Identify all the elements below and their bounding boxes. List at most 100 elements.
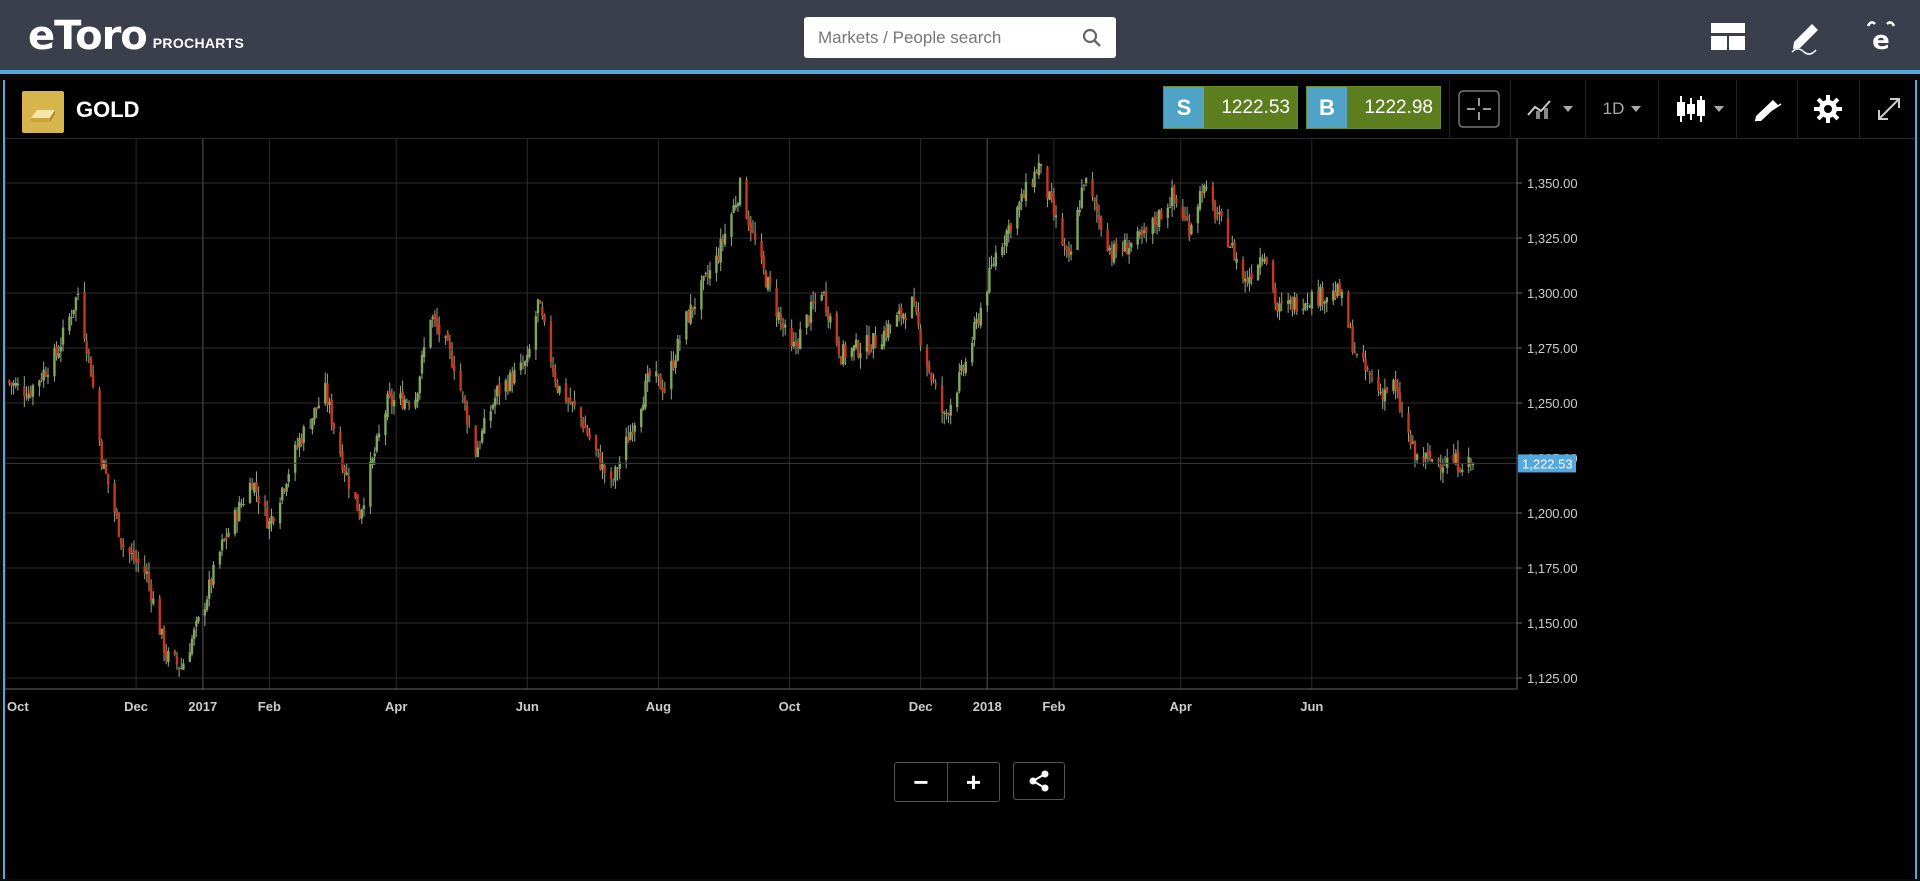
candle-body [1153, 216, 1157, 225]
sell-button[interactable]: S 1222.53 [1163, 86, 1298, 129]
settings-button[interactable] [1806, 90, 1850, 128]
chart-type-button[interactable] [1669, 90, 1729, 128]
price-chart[interactable]: 1,125.001,150.001,175.001,200.001,225.00… [5, 139, 1915, 879]
candle-body [1218, 212, 1221, 215]
timeframe-selector[interactable]: 1D [1595, 90, 1649, 128]
y-tick-label: 1,200.00 [1527, 506, 1578, 521]
candle-body [513, 370, 516, 384]
candle-body [165, 650, 168, 660]
fullscreen-button[interactable] [1867, 90, 1911, 128]
candle-body [1078, 209, 1081, 213]
candle-body [822, 292, 826, 294]
zoom-out-button[interactable]: − [913, 766, 929, 797]
candle-body [536, 299, 540, 314]
y-tick-label: 1,150.00 [1527, 616, 1578, 631]
candle-body [147, 571, 151, 584]
x-tick-label: Dec [909, 699, 933, 714]
x-tick-label: Jun [516, 699, 539, 714]
candle-body [614, 466, 617, 481]
candle-body [990, 265, 993, 267]
candle-body [805, 314, 808, 328]
share-button[interactable] [1013, 762, 1065, 800]
search-icon[interactable] [1082, 28, 1102, 48]
toolbar-divider [1859, 80, 1860, 138]
candle-body [192, 629, 196, 639]
pencil-icon[interactable] [1786, 18, 1824, 56]
y-tick-label: 1,175.00 [1527, 561, 1578, 576]
candle-body [281, 487, 284, 500]
candle-body [1097, 214, 1101, 220]
candle-body [1016, 207, 1019, 229]
candle-body [145, 571, 149, 574]
candle-body [1203, 185, 1206, 193]
candle-body [715, 255, 718, 273]
chevron-down-icon [1562, 106, 1573, 112]
candle-body [8, 380, 11, 384]
candle-body [1259, 257, 1262, 268]
candle-body [1454, 453, 1458, 465]
candle-body [104, 463, 108, 474]
candle-body [1461, 469, 1464, 473]
candle-body [523, 361, 527, 366]
candle-body [1428, 450, 1432, 460]
candle-body [732, 205, 735, 213]
candle-body [1235, 258, 1238, 263]
candle-body [1306, 303, 1309, 305]
chevron-down-icon [1713, 106, 1724, 112]
candle-body [1256, 265, 1260, 281]
candle-body [1377, 377, 1380, 391]
candle-body [162, 627, 166, 654]
candle-body [1353, 351, 1356, 354]
candle-body [566, 400, 570, 402]
candle-body [1233, 241, 1236, 261]
candle-body [1125, 242, 1129, 255]
y-tick-label: 1,250.00 [1527, 396, 1578, 411]
candle-body [377, 433, 381, 438]
indicators-button[interactable] [1522, 90, 1576, 128]
candle-body [784, 324, 787, 328]
candle-body [932, 380, 935, 382]
layout-icon[interactable] [1709, 18, 1747, 56]
candle-body [328, 401, 331, 406]
candle-body [1003, 243, 1006, 245]
candle-body [134, 558, 138, 562]
candle-body [242, 503, 245, 505]
search-input[interactable]: Markets / People search [818, 27, 1002, 47]
candle-body [1347, 292, 1350, 328]
x-tick-label: 2018 [973, 699, 1002, 714]
search-box[interactable]: Markets / People search [804, 17, 1116, 58]
x-tick-label: Apr [385, 699, 407, 714]
candle-body [326, 383, 329, 405]
buy-button[interactable]: B 1222.98 [1306, 86, 1441, 129]
candle-body [1024, 182, 1028, 201]
candle-body [579, 407, 583, 418]
candle-body [152, 598, 155, 604]
etoro-logo[interactable]: eToro PROCHARTS [28, 14, 244, 58]
candle-body [1115, 242, 1118, 252]
last-price-label: 1,222.53 [1522, 456, 1573, 471]
drawing-tools-button[interactable] [1746, 90, 1790, 128]
candle-body [248, 483, 252, 503]
candle-body [10, 383, 13, 386]
candle-body [508, 372, 512, 391]
candle-body [113, 483, 116, 512]
etoro-profile-icon[interactable]: e [1862, 18, 1900, 56]
candle-body [616, 469, 619, 472]
candle-body [1385, 387, 1389, 392]
candle-body [461, 392, 465, 394]
candle-body [975, 318, 978, 324]
y-tick-label: 1,350.00 [1527, 176, 1578, 191]
candle-body [203, 609, 207, 616]
candle-body [564, 382, 568, 402]
zoom-in-button[interactable]: + [947, 763, 999, 801]
candle-body [958, 371, 961, 392]
candle-body [137, 558, 140, 564]
candle-body [1231, 242, 1234, 246]
candle-body [12, 383, 15, 386]
candle-body [1190, 225, 1193, 234]
candle-body [407, 403, 411, 405]
candle-body [1157, 210, 1161, 227]
candle-body [1430, 459, 1434, 462]
crosshair-button[interactable] [1457, 90, 1501, 128]
candle-body [670, 361, 673, 389]
